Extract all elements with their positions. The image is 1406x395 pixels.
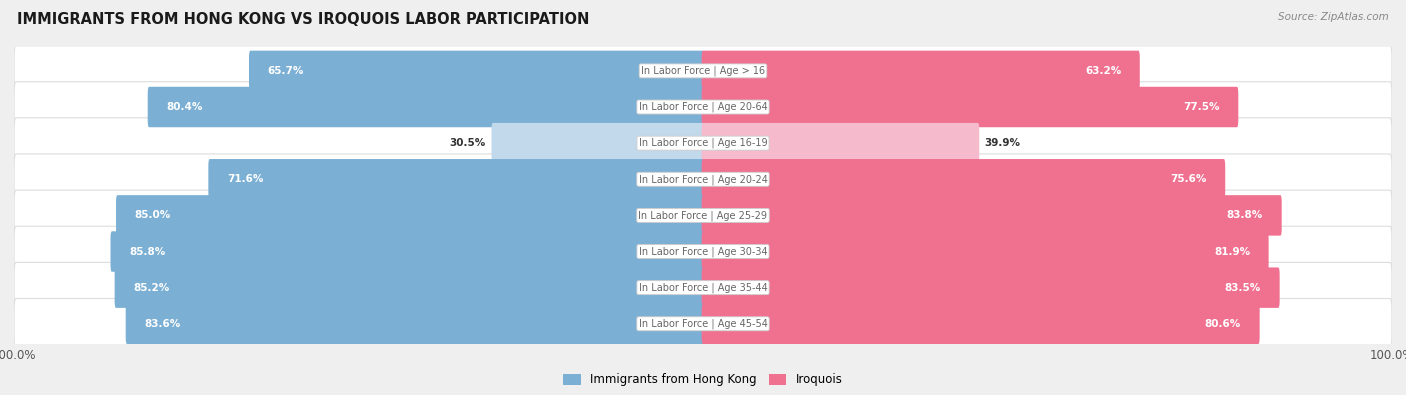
FancyBboxPatch shape xyxy=(125,303,704,344)
Text: 81.9%: 81.9% xyxy=(1213,246,1250,256)
FancyBboxPatch shape xyxy=(115,267,704,308)
Text: In Labor Force | Age > 16: In Labor Force | Age > 16 xyxy=(641,66,765,76)
FancyBboxPatch shape xyxy=(14,262,1392,313)
Text: 85.8%: 85.8% xyxy=(129,246,166,256)
FancyBboxPatch shape xyxy=(702,159,1225,199)
FancyBboxPatch shape xyxy=(702,123,979,164)
Legend: Immigrants from Hong Kong, Iroquois: Immigrants from Hong Kong, Iroquois xyxy=(558,369,848,391)
FancyBboxPatch shape xyxy=(702,195,1282,236)
Text: 80.6%: 80.6% xyxy=(1205,319,1241,329)
FancyBboxPatch shape xyxy=(702,51,1140,91)
FancyBboxPatch shape xyxy=(14,45,1392,96)
FancyBboxPatch shape xyxy=(14,82,1392,132)
Text: 39.9%: 39.9% xyxy=(984,138,1021,148)
Text: 83.6%: 83.6% xyxy=(145,319,180,329)
FancyBboxPatch shape xyxy=(702,231,1268,272)
Text: 65.7%: 65.7% xyxy=(267,66,304,76)
FancyBboxPatch shape xyxy=(702,303,1260,344)
Text: 30.5%: 30.5% xyxy=(450,138,486,148)
Text: 80.4%: 80.4% xyxy=(166,102,202,112)
Text: In Labor Force | Age 25-29: In Labor Force | Age 25-29 xyxy=(638,210,768,221)
Text: 85.2%: 85.2% xyxy=(134,283,170,293)
FancyBboxPatch shape xyxy=(492,123,704,164)
Text: 63.2%: 63.2% xyxy=(1085,66,1121,76)
FancyBboxPatch shape xyxy=(208,159,704,199)
FancyBboxPatch shape xyxy=(702,87,1239,127)
FancyBboxPatch shape xyxy=(117,195,704,236)
Text: In Labor Force | Age 45-54: In Labor Force | Age 45-54 xyxy=(638,318,768,329)
FancyBboxPatch shape xyxy=(148,87,704,127)
Text: In Labor Force | Age 20-24: In Labor Force | Age 20-24 xyxy=(638,174,768,184)
Text: In Labor Force | Age 35-44: In Labor Force | Age 35-44 xyxy=(638,282,768,293)
FancyBboxPatch shape xyxy=(14,154,1392,205)
FancyBboxPatch shape xyxy=(14,118,1392,168)
FancyBboxPatch shape xyxy=(14,299,1392,349)
Text: 85.0%: 85.0% xyxy=(135,211,172,220)
Text: IMMIGRANTS FROM HONG KONG VS IROQUOIS LABOR PARTICIPATION: IMMIGRANTS FROM HONG KONG VS IROQUOIS LA… xyxy=(17,12,589,27)
Text: 77.5%: 77.5% xyxy=(1184,102,1219,112)
Text: 71.6%: 71.6% xyxy=(226,174,263,184)
Text: In Labor Force | Age 20-64: In Labor Force | Age 20-64 xyxy=(638,102,768,112)
Text: In Labor Force | Age 16-19: In Labor Force | Age 16-19 xyxy=(638,138,768,149)
FancyBboxPatch shape xyxy=(14,190,1392,241)
Text: 83.5%: 83.5% xyxy=(1225,283,1261,293)
Text: In Labor Force | Age 30-34: In Labor Force | Age 30-34 xyxy=(638,246,768,257)
Text: Source: ZipAtlas.com: Source: ZipAtlas.com xyxy=(1278,12,1389,22)
Text: 75.6%: 75.6% xyxy=(1170,174,1206,184)
Text: 83.8%: 83.8% xyxy=(1227,211,1263,220)
FancyBboxPatch shape xyxy=(249,51,704,91)
FancyBboxPatch shape xyxy=(702,267,1279,308)
FancyBboxPatch shape xyxy=(14,226,1392,277)
FancyBboxPatch shape xyxy=(111,231,704,272)
